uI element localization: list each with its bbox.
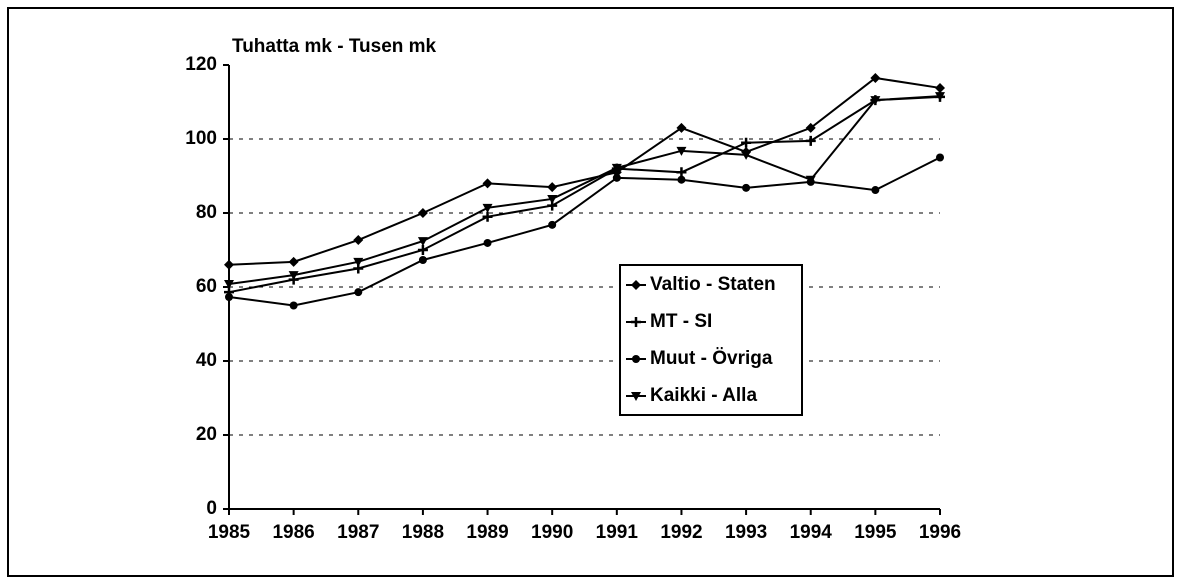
point bbox=[935, 82, 945, 93]
x-tick-label: 1992 bbox=[660, 522, 702, 543]
point bbox=[742, 183, 751, 192]
series-line bbox=[228, 95, 941, 286]
point bbox=[483, 238, 492, 247]
legend-marker bbox=[631, 392, 641, 401]
y-tick-label: 100 bbox=[185, 128, 217, 149]
chart-title: Tuhatta mk - Tusen mk bbox=[232, 36, 437, 57]
point bbox=[676, 122, 687, 133]
point bbox=[225, 292, 233, 301]
point bbox=[805, 175, 816, 185]
point bbox=[548, 220, 557, 229]
x-tick-label: 1993 bbox=[725, 522, 767, 543]
y-tick-label: 120 bbox=[185, 54, 217, 75]
point bbox=[936, 153, 944, 162]
point bbox=[354, 288, 363, 297]
point bbox=[676, 146, 687, 156]
legend-label: MT - SI bbox=[650, 311, 712, 332]
legend-marker bbox=[631, 280, 641, 290]
legend-label: Muut - Övriga bbox=[650, 348, 773, 369]
legend-marker bbox=[632, 355, 640, 363]
point bbox=[612, 173, 621, 182]
legend-marker bbox=[631, 317, 641, 327]
point bbox=[611, 163, 622, 173]
point bbox=[547, 182, 558, 193]
legend-label: Kaikki - Alla bbox=[650, 385, 757, 406]
x-tick-label: 1985 bbox=[208, 522, 251, 543]
x-tick-label: 1995 bbox=[854, 522, 897, 543]
point bbox=[805, 122, 816, 133]
point bbox=[741, 137, 752, 148]
point bbox=[288, 271, 299, 281]
y-tick-label: 60 bbox=[196, 276, 217, 297]
x-tick-label: 1996 bbox=[919, 522, 961, 543]
x-tick-label: 1994 bbox=[790, 522, 833, 543]
x-tick-label: 1987 bbox=[337, 522, 379, 543]
x-tick-label: 1988 bbox=[402, 522, 444, 543]
point bbox=[482, 178, 493, 189]
point bbox=[224, 259, 234, 270]
legend-label: Valtio - Staten bbox=[650, 274, 776, 295]
point bbox=[935, 92, 945, 102]
series-line bbox=[228, 95, 941, 294]
point bbox=[871, 186, 880, 195]
legend-box bbox=[619, 264, 803, 416]
point bbox=[418, 255, 427, 264]
series-line bbox=[228, 156, 941, 307]
point bbox=[417, 237, 428, 247]
y-tick-label: 80 bbox=[196, 202, 217, 223]
x-tick-label: 1986 bbox=[272, 522, 314, 543]
point bbox=[353, 235, 364, 246]
y-tick-label: 40 bbox=[196, 350, 217, 371]
point bbox=[870, 96, 881, 106]
point bbox=[676, 167, 687, 178]
point bbox=[353, 257, 364, 267]
point bbox=[741, 150, 752, 160]
point bbox=[288, 256, 299, 267]
x-tick-label: 1989 bbox=[466, 522, 508, 543]
frame bbox=[7, 7, 1174, 577]
y-tick-label: 20 bbox=[196, 424, 217, 445]
point bbox=[289, 301, 298, 310]
x-tick-label: 1990 bbox=[531, 522, 573, 543]
point bbox=[417, 208, 428, 218]
point bbox=[482, 203, 493, 213]
point bbox=[417, 245, 428, 255]
point bbox=[805, 135, 816, 146]
x-tick-label: 1991 bbox=[596, 522, 639, 543]
point bbox=[547, 194, 558, 204]
y-tick-label: 0 bbox=[206, 498, 217, 519]
series-line bbox=[228, 76, 941, 266]
point bbox=[482, 211, 493, 222]
point bbox=[870, 72, 881, 83]
point bbox=[677, 175, 686, 184]
point bbox=[224, 280, 234, 290]
